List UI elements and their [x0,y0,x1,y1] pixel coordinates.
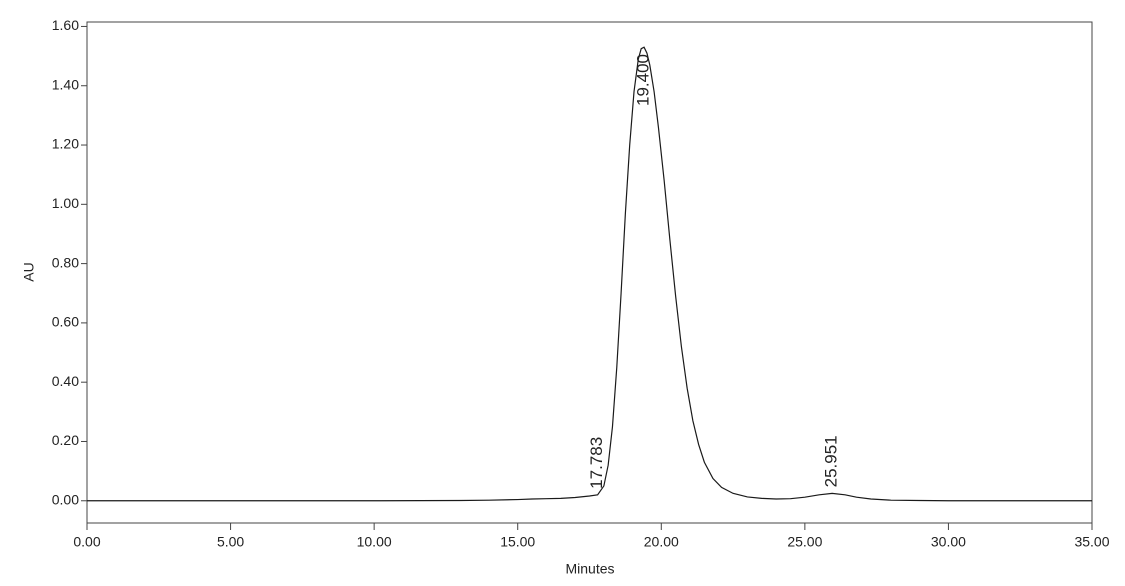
y-tick-label: 0.20 [52,432,79,448]
x-tick-label: 10.00 [357,534,392,550]
x-tick-label: 15.00 [500,534,535,550]
y-tick-label: 1.20 [52,136,79,152]
x-tick-label: 5.00 [217,534,244,550]
chromatogram-line [87,46,1092,502]
x-tick-label: 30.00 [931,534,966,550]
y-tick-label: 0.40 [52,373,79,389]
x-tick-label: 35.00 [1074,534,1109,550]
y-tick-label: 1.40 [52,76,79,92]
plot-frame [86,21,1093,524]
y-tick-label: 0.00 [52,491,79,507]
peak-label: 19.400 [634,54,653,106]
peak-label: 25.951 [822,435,841,487]
y-tick-label: 0.60 [52,314,79,330]
y-tick-label: 0.80 [52,254,79,270]
y-tick-label: 1.60 [52,17,79,33]
x-tick-label: 20.00 [644,534,679,550]
x-axis-label: Minutes [565,561,614,577]
y-tick-label: 1.00 [52,195,79,211]
x-tick-label: 0.00 [73,534,100,550]
peak-label: 17.783 [587,437,606,489]
y-axis-label: AU [21,262,37,281]
x-tick-label: 25.00 [787,534,822,550]
